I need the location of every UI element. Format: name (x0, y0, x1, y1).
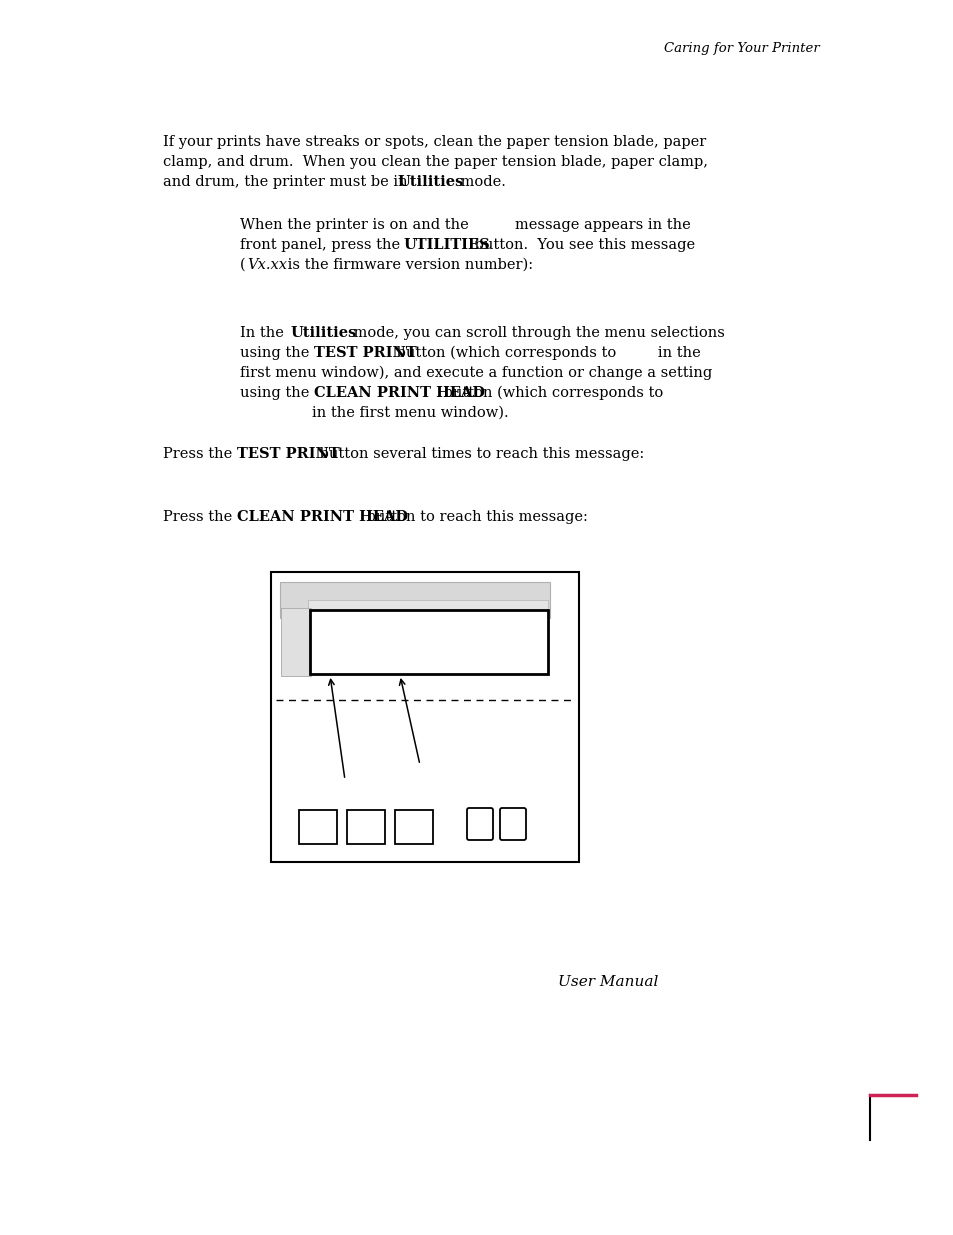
Bar (308, 600, 547, 632)
Text: first menu window), and execute a function or change a setting: first menu window), and execute a functi… (240, 366, 712, 380)
Text: UTILITIES: UTILITIES (402, 238, 489, 252)
Text: User Manual: User Manual (558, 974, 658, 989)
FancyBboxPatch shape (467, 808, 493, 840)
Bar (280, 582, 550, 618)
Text: button.  You see this message: button. You see this message (470, 238, 695, 252)
Text: mode, you can scroll through the menu selections: mode, you can scroll through the menu se… (349, 326, 724, 340)
Bar (310, 610, 547, 674)
Bar (271, 572, 578, 862)
Text: using the: using the (240, 346, 314, 359)
Text: button to reach this message:: button to reach this message: (361, 510, 587, 524)
Text: When the printer is on and the          message appears in the: When the printer is on and the message a… (240, 219, 690, 232)
Text: TEST PRINT: TEST PRINT (236, 447, 339, 461)
Text: button (which corresponds to: button (which corresponds to (438, 387, 662, 400)
Text: in the first menu window).: in the first menu window). (312, 406, 508, 420)
Text: Caring for Your Printer: Caring for Your Printer (663, 42, 820, 56)
Text: Utilities: Utilities (290, 326, 356, 340)
Text: CLEAN PRINT HEAD: CLEAN PRINT HEAD (314, 387, 484, 400)
Text: Press the: Press the (163, 510, 236, 524)
Bar (347, 810, 385, 844)
Text: (: ( (240, 258, 245, 272)
Text: front panel, press the: front panel, press the (240, 238, 404, 252)
Text: button several times to reach this message:: button several times to reach this messa… (314, 447, 643, 461)
Bar (298, 810, 336, 844)
Text: If your prints have streaks or spots, clean the paper tension blade, paper: If your prints have streaks or spots, cl… (163, 135, 705, 149)
Text: CLEAN PRINT HEAD: CLEAN PRINT HEAD (236, 510, 408, 524)
Text: is the firmware version number):: is the firmware version number): (283, 258, 533, 272)
Text: using the: using the (240, 387, 314, 400)
Text: clamp, and drum.  When you clean the paper tension blade, paper clamp,: clamp, and drum. When you clean the pape… (163, 156, 707, 169)
Text: TEST PRINT: TEST PRINT (314, 346, 416, 359)
Text: and drum, the printer must be in: and drum, the printer must be in (163, 175, 412, 189)
Text: Press the: Press the (163, 447, 236, 461)
Text: mode.: mode. (456, 175, 505, 189)
Text: In the: In the (240, 326, 288, 340)
FancyBboxPatch shape (499, 808, 525, 840)
Text: Vx.xx: Vx.xx (247, 258, 287, 272)
Bar (281, 608, 311, 676)
Text: button (which corresponds to         in the: button (which corresponds to in the (392, 346, 700, 361)
Bar (395, 810, 433, 844)
Text: Utilities: Utilities (396, 175, 463, 189)
